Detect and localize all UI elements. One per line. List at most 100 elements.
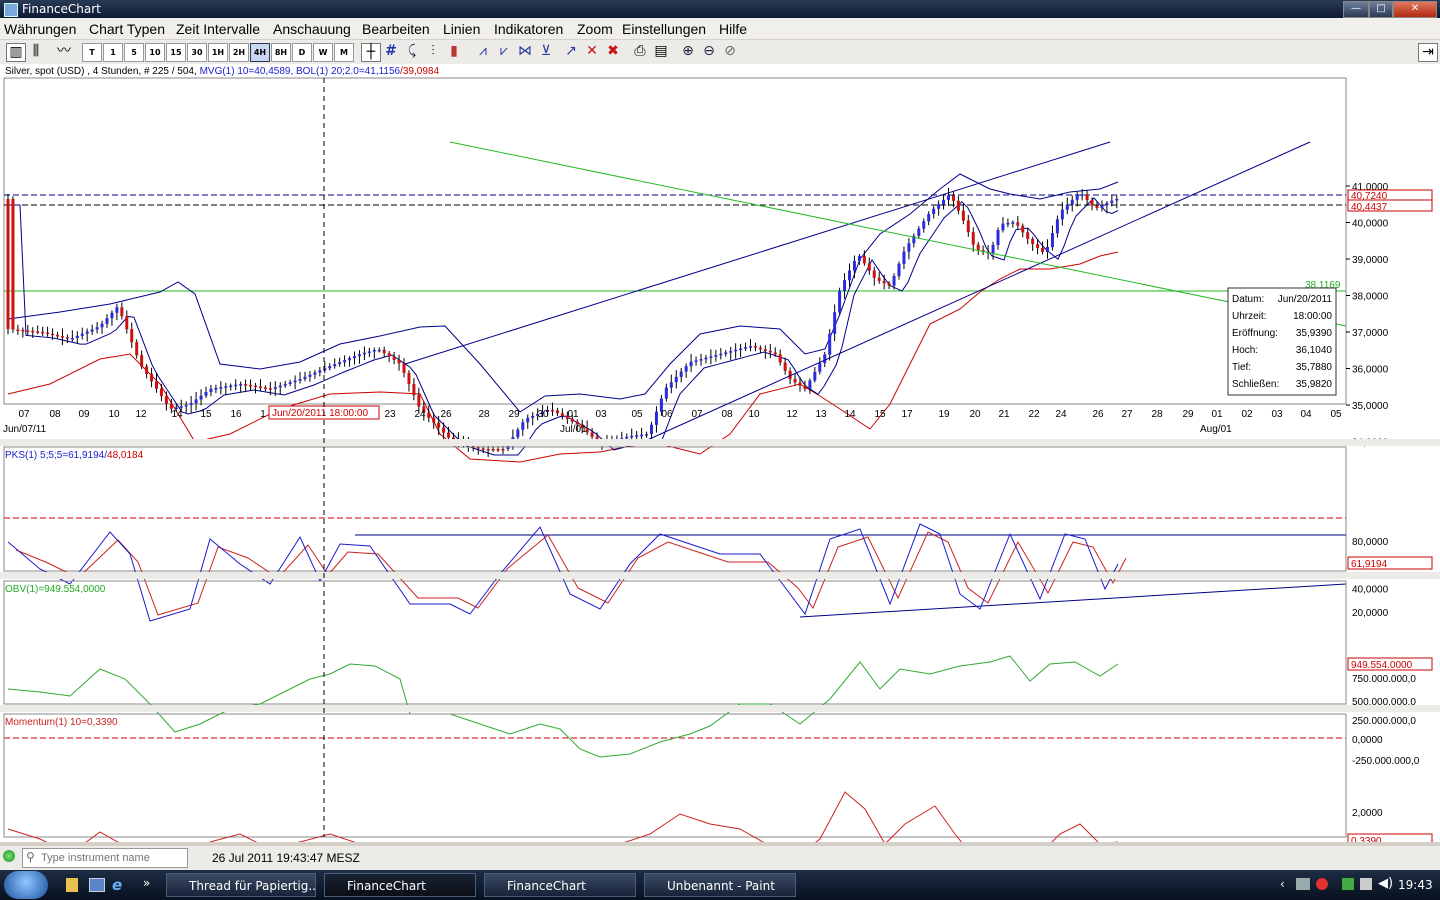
menu-indikatoren[interactable]: Indikatoren — [494, 21, 564, 37]
obv-splitter[interactable] — [0, 572, 1440, 579]
candle-body — [848, 270, 851, 281]
candle-body — [1095, 205, 1099, 208]
date-tick-label: 14 — [171, 409, 183, 420]
menu-chart-typen[interactable]: Chart Typen — [89, 21, 166, 37]
date-tick-label: 04 — [1300, 409, 1312, 420]
price-tick-label: 37,0000 — [1352, 328, 1389, 339]
panel-toggle-icon[interactable]: ⇥ — [1418, 43, 1438, 62]
arrow-draw-icon[interactable]: ↗ — [565, 43, 577, 59]
start-button[interactable] — [4, 871, 48, 899]
date-tick-label: 06 — [661, 409, 673, 420]
cursor-icon[interactable]: ⤹ — [407, 43, 417, 59]
candle-body — [555, 410, 559, 414]
crosshair-icon[interactable]: ┼ — [361, 43, 381, 62]
interval-15-button[interactable]: 15 — [166, 43, 186, 62]
candle-body — [585, 427, 589, 433]
interval-8h-button[interactable]: 8H — [271, 43, 291, 62]
interval-1h-button[interactable]: 1H — [208, 43, 228, 62]
menu-einstellungen[interactable]: Einstellungen — [622, 21, 707, 37]
delete-all-icon[interactable]: ✖ — [607, 43, 619, 59]
menu-zoom[interactable]: Zoom — [577, 21, 613, 37]
candle-body — [768, 350, 772, 353]
close-button[interactable]: ✕ — [1393, 1, 1437, 18]
volume-icon[interactable]: ▮ — [450, 43, 458, 59]
interval-m-button[interactable]: M — [334, 43, 354, 62]
fibonacci-icon[interactable]: ⋈ — [518, 43, 532, 59]
candle-body — [773, 352, 777, 355]
candle-body — [427, 412, 431, 418]
interval-2h-button[interactable]: 2H — [229, 43, 249, 62]
chart-canvas[interactable]: Silver, spot (USD) , 4 Stunden, # 225 / … — [0, 64, 1440, 890]
menu-zeit-intervalle[interactable]: Zeit Intervalle — [176, 21, 261, 37]
internet-explorer-icon[interactable]: e — [112, 876, 123, 894]
candle-body — [947, 195, 950, 200]
candle-body — [174, 407, 178, 409]
candle-body — [1036, 244, 1040, 249]
candle-body — [46, 332, 50, 335]
tray-expand-icon[interactable]: ‹ — [1280, 877, 1285, 891]
obv-plot[interactable]: 750.000.000,0 500.000.000,0 250.000.000,0 0… — [4, 655, 1433, 767]
print-icon[interactable]: ⎙ — [634, 43, 646, 59]
task-financechart-2[interactable]: FinanceChart — [484, 873, 636, 897]
gann-icon[interactable]: ⊻ — [540, 43, 552, 59]
grid-icon[interactable]: # — [385, 43, 397, 59]
candle-body — [140, 355, 144, 367]
candle-body — [1021, 225, 1025, 233]
zoom-in-icon[interactable]: ⊕ — [682, 43, 694, 59]
zoom-out-icon[interactable]: ⊖ — [703, 43, 715, 59]
task-paint[interactable]: Unbenannt - Paint — [644, 873, 796, 897]
candle-body — [387, 353, 391, 357]
channel-icon[interactable]: ⩗ — [500, 43, 508, 59]
maximize-button[interactable]: □ — [1369, 1, 1393, 18]
tray-security-icon[interactable] — [1316, 878, 1328, 890]
menu-waehrungen[interactable]: Währungen — [4, 21, 77, 37]
chart-area[interactable]: Silver, spot (USD) , 4 Stunden, # 225 / … — [0, 64, 1440, 890]
menu-linien[interactable]: Linien — [443, 21, 481, 37]
candle-body — [407, 372, 411, 385]
candle-body — [526, 417, 530, 423]
delete-icon[interactable]: ✕ — [586, 43, 598, 59]
menu-bearbeiten[interactable]: Bearbeiten — [362, 21, 430, 37]
task-thread-papiertiger[interactable]: Thread für Papiertig... — [166, 873, 316, 897]
interval-30-button[interactable]: 30 — [187, 43, 207, 62]
momentum-splitter[interactable] — [0, 705, 1440, 712]
trendline-icon[interactable]: ⩘ — [479, 43, 487, 59]
tray-volume-icon[interactable]: ◀) — [1378, 876, 1394, 891]
interval-d-button[interactable]: D — [292, 43, 312, 62]
interval-1-button[interactable]: 1 — [103, 43, 123, 62]
zoom-reset-icon[interactable]: ⊘ — [724, 43, 736, 59]
interval-w-button[interactable]: W — [313, 43, 333, 62]
explorer-icon[interactable] — [66, 878, 78, 892]
pks-splitter[interactable] — [0, 439, 1440, 446]
candle-chart-icon[interactable]: ⫼ — [32, 43, 40, 59]
date-tick-label: 15 — [200, 409, 212, 420]
task-financechart-1[interactable]: FinanceChart — [324, 873, 476, 897]
tray-network-icon[interactable] — [1296, 878, 1310, 890]
minimize-button[interactable]: — — [1343, 1, 1369, 18]
instrument-search-box[interactable]: ⚲ — [22, 848, 188, 868]
momentum-marker-label: 0,3390 — [1351, 836, 1382, 842]
menu-hilfe[interactable]: Hilfe — [719, 21, 748, 37]
interval-5-button[interactable]: 5 — [124, 43, 144, 62]
instrument-search-input[interactable] — [39, 850, 187, 866]
print-preview-icon[interactable]: ▤ — [654, 43, 668, 59]
candle-body — [1026, 232, 1030, 239]
bar-chart-icon[interactable]: ▥ — [6, 43, 26, 62]
pks-plot[interactable]: 80,0000 40,0000 20,0000 61,9194 — [4, 517, 1433, 622]
candle-body — [501, 449, 505, 451]
pks-marker-label: 61,9194 — [1351, 559, 1388, 570]
candle-body — [808, 380, 812, 389]
candle-body — [31, 330, 35, 333]
tray-app-icon[interactable] — [1342, 878, 1354, 890]
quicklaunch-more-icon[interactable]: » — [143, 876, 151, 890]
ohlc-icon[interactable]: ⫶ — [431, 43, 435, 59]
interval-4h-button[interactable]: 4H — [250, 43, 270, 62]
horizontal-level-label: 38,1169 — [1305, 280, 1341, 291]
desktop-icon[interactable] — [89, 878, 105, 892]
interval-10-button[interactable]: 10 — [145, 43, 165, 62]
interval-t-button[interactable]: T — [82, 43, 102, 62]
menu-anschauung[interactable]: Anschauung — [273, 21, 351, 37]
line-chart-icon[interactable]: 〰 — [57, 43, 71, 59]
tray-monitor-icon[interactable] — [1360, 878, 1372, 890]
